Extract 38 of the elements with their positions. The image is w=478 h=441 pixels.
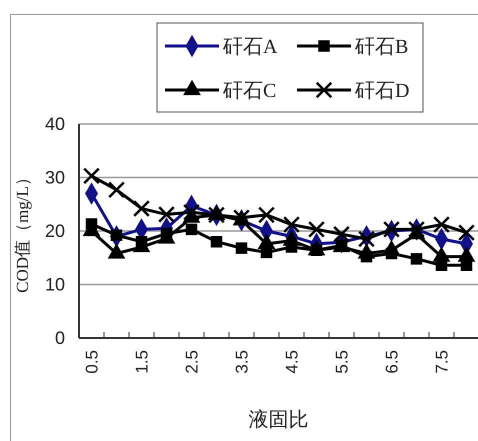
y-tick-label: 20 [44, 220, 65, 241]
point [458, 224, 476, 242]
legend-label: 矸石D [354, 80, 410, 102]
y-tick-label: 30 [44, 167, 65, 188]
legend-label: 矸石A [222, 36, 278, 58]
x-tick-label: 1.5 [132, 350, 152, 374]
y-tick-label: 10 [44, 274, 65, 294]
point [332, 226, 350, 243]
point [258, 206, 276, 224]
point [282, 216, 300, 234]
point [358, 230, 376, 248]
point [236, 242, 248, 254]
point [82, 167, 100, 184]
point [410, 253, 422, 265]
point [432, 216, 450, 234]
point [208, 206, 226, 224]
legend-label: 矸石B [354, 36, 408, 58]
point [186, 224, 198, 236]
point [182, 204, 200, 221]
point [382, 220, 400, 238]
point [308, 220, 326, 238]
x-tick-label: 7.5 [432, 350, 452, 374]
point [210, 236, 222, 248]
x-tick-label: 4.5 [282, 350, 302, 374]
y-tick-label: 0 [54, 328, 65, 348]
x-tick-label: 6.5 [382, 350, 402, 374]
y-tick-label: 40 [44, 114, 65, 134]
x-tick-label: 2.5 [182, 350, 202, 374]
point [110, 230, 122, 242]
legend-label: 矸石C [222, 80, 276, 102]
x-axis-title: 液固比 [248, 409, 308, 431]
x-tick-label: 3.5 [232, 350, 252, 374]
y-axis-title: COD值（mg/L） [13, 169, 32, 293]
x-tick-label: 0.5 [82, 350, 102, 374]
point [132, 200, 150, 218]
point [158, 206, 176, 223]
x-tick-label: 5.5 [332, 350, 352, 374]
point [108, 181, 126, 198]
